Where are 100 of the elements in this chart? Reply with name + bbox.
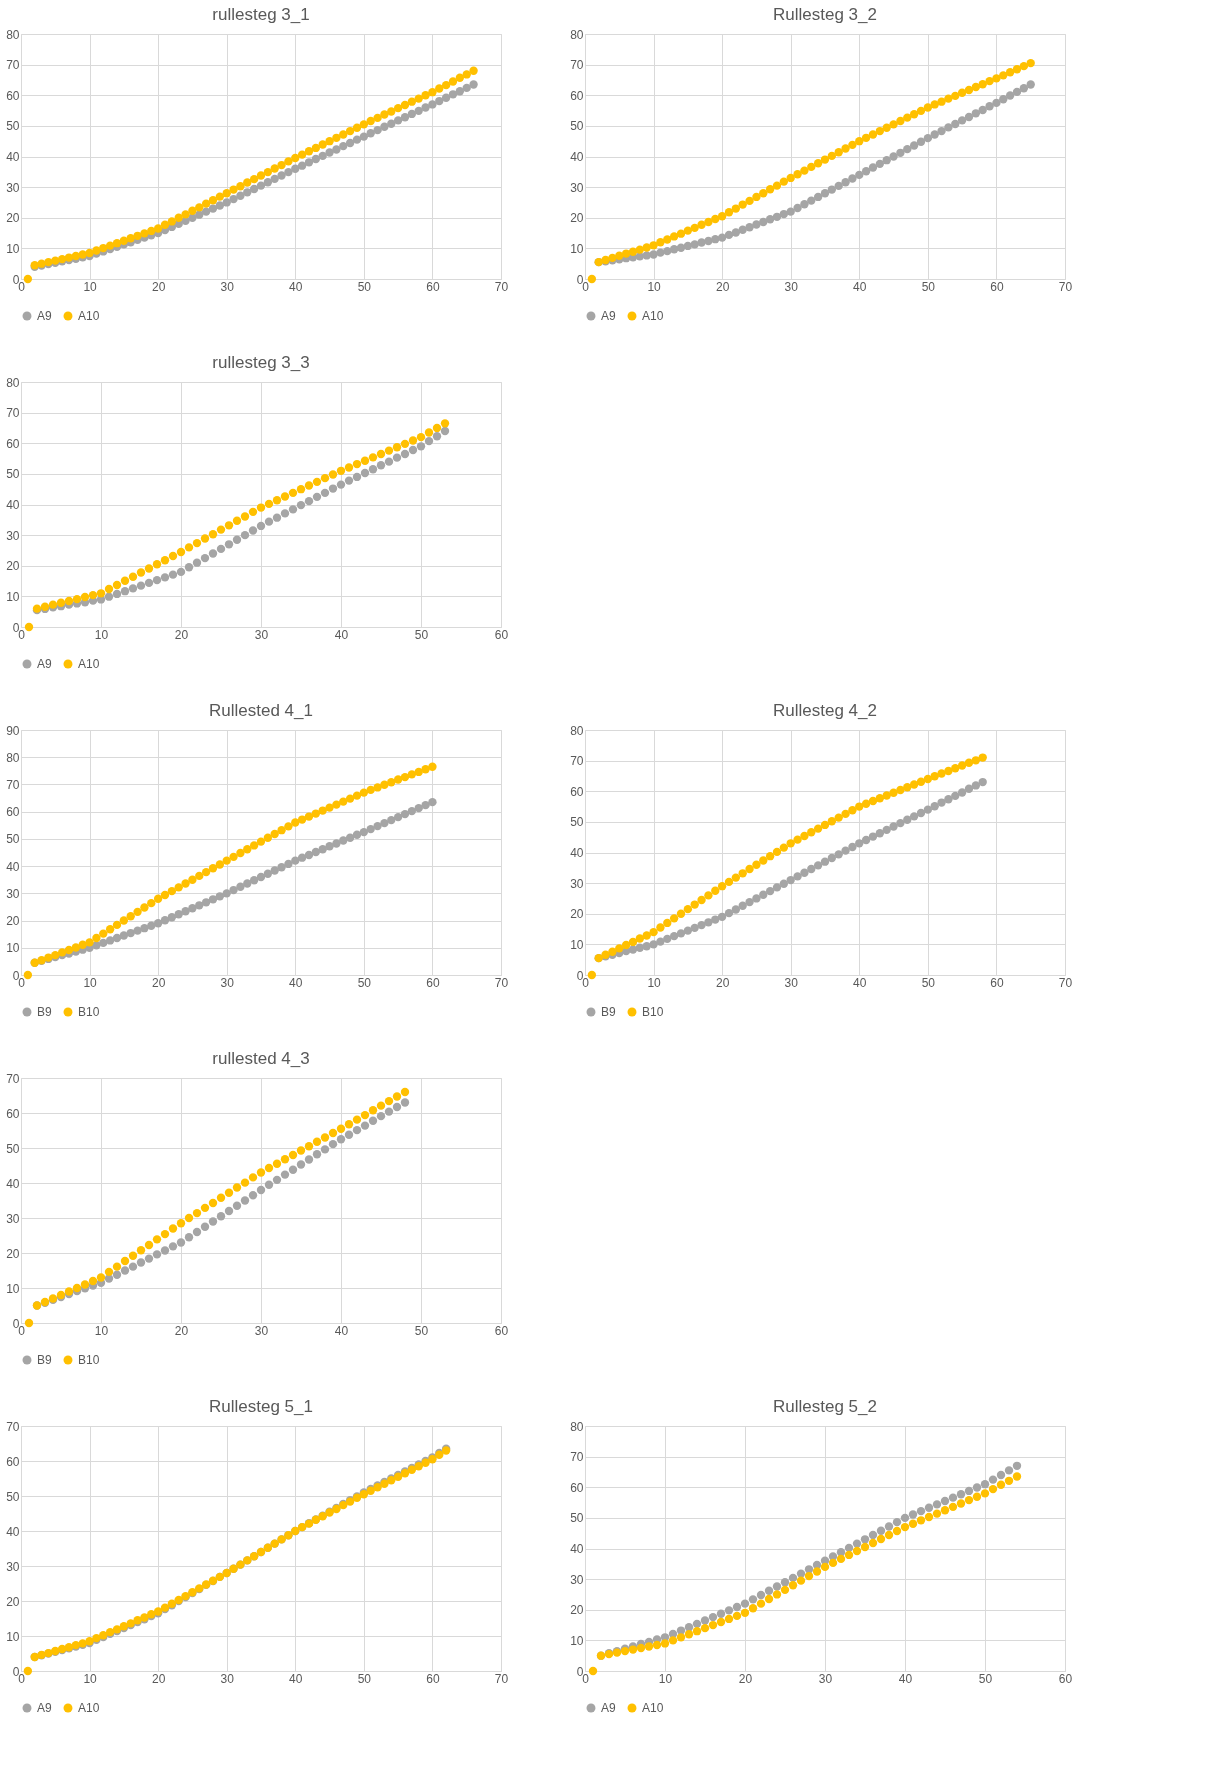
point: [328, 1139, 338, 1149]
point: [697, 895, 706, 905]
point: [756, 1599, 766, 1608]
y-tick-label: 20: [570, 211, 584, 226]
legend-label: A9: [601, 1701, 616, 1715]
point: [724, 877, 734, 887]
point: [951, 791, 960, 801]
point: [765, 852, 775, 861]
point: [978, 753, 987, 762]
point: [344, 463, 354, 472]
point: [120, 586, 130, 596]
chart-title: Rullesteg 4_2: [773, 701, 877, 720]
point: [325, 803, 334, 812]
point: [368, 453, 378, 462]
y-tick-label: 60: [6, 1454, 20, 1469]
x-tick-label: 40: [289, 975, 303, 990]
point: [408, 436, 418, 445]
point: [256, 503, 266, 512]
point: [956, 1490, 966, 1499]
point: [229, 885, 238, 895]
point: [236, 882, 245, 891]
point: [195, 901, 204, 910]
point: [996, 1480, 1006, 1489]
y-tick-label: 10: [570, 241, 584, 256]
point: [133, 926, 142, 935]
point: [360, 468, 370, 478]
point: [786, 875, 795, 885]
y-tick-label: 70: [6, 58, 20, 73]
x-tick-label: 70: [494, 279, 509, 294]
point: [280, 492, 290, 501]
point: [642, 931, 651, 940]
point: [978, 777, 987, 787]
point: [201, 867, 211, 877]
point: [440, 426, 450, 436]
point: [71, 943, 81, 952]
point: [587, 970, 597, 980]
point: [732, 1602, 742, 1612]
point: [684, 1630, 694, 1639]
x-tick-label: 30: [254, 1323, 269, 1338]
point: [971, 781, 981, 790]
point: [903, 783, 912, 792]
y-tick-label: 40: [6, 1176, 20, 1191]
point: [628, 945, 638, 954]
y-tick-label: 60: [6, 436, 20, 451]
x-tick-label: 20: [738, 1671, 753, 1686]
point: [263, 869, 273, 878]
point: [368, 1106, 378, 1115]
point: [683, 926, 693, 935]
point: [208, 895, 218, 904]
point: [916, 808, 926, 818]
y-tick-label: 10: [570, 937, 584, 952]
point: [366, 824, 375, 834]
point: [615, 944, 624, 953]
point: [916, 1506, 926, 1516]
point: [256, 872, 266, 882]
point: [92, 933, 101, 943]
point: [868, 832, 878, 841]
point: [432, 423, 442, 433]
y-tick-label: 30: [6, 180, 20, 195]
point: [264, 1163, 274, 1173]
point: [136, 568, 146, 577]
point: [56, 598, 66, 607]
point: [312, 492, 322, 502]
y-tick-label: 30: [570, 1572, 584, 1587]
point: [270, 866, 279, 875]
point: [892, 1517, 902, 1527]
point: [359, 827, 369, 837]
point: [304, 812, 314, 821]
point: [373, 783, 382, 792]
point: [181, 907, 190, 916]
point: [232, 516, 242, 525]
point: [176, 567, 186, 577]
y-tick-label: 40: [570, 846, 584, 860]
point: [248, 1191, 258, 1200]
point: [964, 784, 974, 793]
y-tick-label: 70: [6, 777, 20, 792]
point: [168, 570, 178, 579]
y-tick-label: 50: [570, 1511, 584, 1526]
point: [264, 1180, 274, 1189]
point: [240, 530, 250, 540]
point: [428, 762, 437, 771]
point: [932, 1509, 942, 1518]
point: [1004, 1466, 1014, 1475]
point: [892, 1526, 902, 1536]
x-tick-label: 10: [94, 1323, 109, 1338]
chart-title: Rullested 4_1: [209, 701, 313, 720]
point: [957, 788, 967, 797]
x-tick-label: 50: [357, 1671, 372, 1686]
point: [167, 913, 177, 922]
point: [328, 470, 338, 479]
y-tick-label: 50: [6, 1141, 20, 1156]
point: [288, 1165, 298, 1174]
point: [360, 1121, 370, 1130]
point: [937, 798, 946, 807]
legend-label: A9: [37, 1701, 52, 1715]
point: [432, 432, 442, 441]
point: [332, 839, 341, 848]
point: [176, 547, 186, 557]
point: [168, 1242, 178, 1251]
point: [717, 912, 727, 921]
